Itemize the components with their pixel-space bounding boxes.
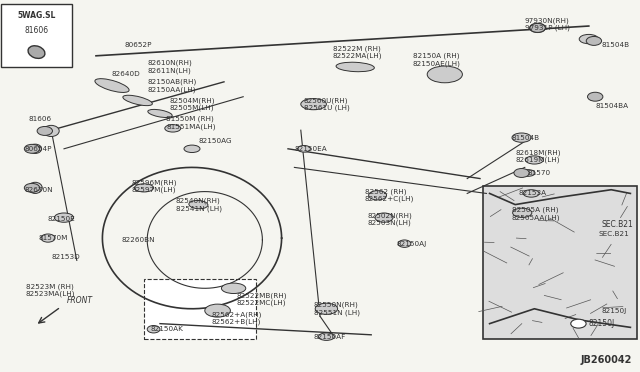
Bar bbox=[483, 186, 637, 339]
Ellipse shape bbox=[123, 95, 152, 106]
Text: JB260042: JB260042 bbox=[581, 355, 632, 365]
Text: 82150AJ: 82150AJ bbox=[397, 241, 427, 247]
Text: 81550M (RH)
81551MA(LH): 81550M (RH) 81551MA(LH) bbox=[166, 116, 216, 130]
Bar bbox=[1, 4, 72, 67]
Text: 82150AG: 82150AG bbox=[198, 138, 232, 144]
Text: 80654P: 80654P bbox=[24, 146, 52, 152]
Ellipse shape bbox=[301, 99, 326, 110]
Text: 82560U(RH)
82561U (LH): 82560U(RH) 82561U (LH) bbox=[304, 97, 349, 111]
Ellipse shape bbox=[589, 93, 601, 100]
Ellipse shape bbox=[398, 240, 411, 247]
Ellipse shape bbox=[54, 213, 74, 222]
Text: 82596M(RH)
82597M(LH): 82596M(RH) 82597M(LH) bbox=[131, 179, 177, 193]
Ellipse shape bbox=[579, 35, 598, 44]
Text: 82153D: 82153D bbox=[51, 254, 80, 260]
Ellipse shape bbox=[369, 191, 387, 200]
Text: 82150AF: 82150AF bbox=[314, 334, 346, 340]
Text: 5WAG.SL: 5WAG.SL bbox=[17, 11, 56, 20]
Text: 82150J: 82150J bbox=[588, 319, 614, 328]
Bar bbox=[144, 279, 256, 339]
Ellipse shape bbox=[428, 66, 462, 83]
Ellipse shape bbox=[521, 170, 535, 176]
Ellipse shape bbox=[525, 156, 543, 164]
Text: 82522M (RH)
82522MA(LH): 82522M (RH) 82522MA(LH) bbox=[333, 45, 382, 59]
Circle shape bbox=[37, 126, 52, 135]
Ellipse shape bbox=[336, 62, 374, 72]
Circle shape bbox=[571, 319, 586, 328]
Text: 82550N(RH)
82551N (LH): 82550N(RH) 82551N (LH) bbox=[314, 302, 360, 316]
Ellipse shape bbox=[184, 145, 200, 153]
Text: 82562 (RH)
82562+C(LH): 82562 (RH) 82562+C(LH) bbox=[365, 188, 414, 202]
Ellipse shape bbox=[189, 201, 208, 209]
Circle shape bbox=[530, 23, 545, 32]
Ellipse shape bbox=[530, 23, 545, 32]
Ellipse shape bbox=[147, 326, 160, 333]
Text: 82150E: 82150E bbox=[48, 217, 76, 222]
Text: 81606: 81606 bbox=[24, 26, 49, 35]
Text: 80652P: 80652P bbox=[125, 42, 152, 48]
Text: 82504M(RH)
82505M(LH): 82504M(RH) 82505M(LH) bbox=[170, 97, 215, 111]
Text: 82150AB(RH)
82150AA(LH): 82150AB(RH) 82150AA(LH) bbox=[147, 78, 196, 93]
Text: 82523M (RH)
82523MA(LH): 82523M (RH) 82523MA(LH) bbox=[26, 283, 75, 297]
Text: 82150A (RH)
82150AE(LH): 82150A (RH) 82150AE(LH) bbox=[413, 52, 461, 67]
Ellipse shape bbox=[298, 145, 310, 152]
Ellipse shape bbox=[375, 213, 393, 222]
Text: 81606: 81606 bbox=[29, 116, 52, 122]
Ellipse shape bbox=[28, 46, 45, 58]
Ellipse shape bbox=[315, 303, 338, 314]
Ellipse shape bbox=[319, 333, 334, 340]
Ellipse shape bbox=[134, 184, 154, 192]
Text: 82150J: 82150J bbox=[602, 308, 627, 314]
Text: 81504BA: 81504BA bbox=[595, 103, 628, 109]
Ellipse shape bbox=[523, 190, 539, 197]
Text: 81504B: 81504B bbox=[602, 42, 630, 48]
Text: SEC.B21: SEC.B21 bbox=[598, 231, 629, 237]
Ellipse shape bbox=[165, 125, 181, 132]
Text: 82153A: 82153A bbox=[518, 190, 547, 196]
Ellipse shape bbox=[41, 234, 55, 242]
Text: 82540N(RH)
82541N (LH): 82540N(RH) 82541N (LH) bbox=[176, 198, 222, 212]
Text: FRONT: FRONT bbox=[67, 296, 93, 305]
Text: 82522MB(RH)
82522MC(LH): 82522MB(RH) 82522MC(LH) bbox=[237, 292, 287, 307]
Circle shape bbox=[24, 144, 40, 153]
Text: 82562+A(RH)
82562+B(LH): 82562+A(RH) 82562+B(LH) bbox=[211, 311, 262, 325]
Text: 81504B: 81504B bbox=[512, 135, 540, 141]
Text: 82610N(RH)
82611N(LH): 82610N(RH) 82611N(LH) bbox=[147, 60, 192, 74]
Ellipse shape bbox=[221, 283, 246, 294]
Text: 82150EA: 82150EA bbox=[294, 146, 327, 152]
Text: 82150AK: 82150AK bbox=[150, 326, 183, 332]
Ellipse shape bbox=[205, 304, 230, 317]
Ellipse shape bbox=[95, 79, 129, 92]
Text: 81570: 81570 bbox=[528, 170, 551, 176]
Text: 82505A (RH)
82505AA(LH): 82505A (RH) 82505AA(LH) bbox=[512, 207, 561, 221]
Ellipse shape bbox=[29, 144, 42, 154]
Text: 82670N: 82670N bbox=[24, 187, 53, 193]
Ellipse shape bbox=[28, 182, 42, 193]
Ellipse shape bbox=[44, 125, 60, 137]
Text: 97930N(RH)
97931P (LH): 97930N(RH) 97931P (LH) bbox=[525, 17, 570, 31]
Text: 81570M: 81570M bbox=[38, 235, 68, 241]
Text: 82260BN: 82260BN bbox=[122, 237, 156, 243]
Ellipse shape bbox=[513, 208, 532, 217]
Ellipse shape bbox=[512, 133, 531, 142]
Ellipse shape bbox=[148, 109, 172, 118]
Text: 82640D: 82640D bbox=[112, 71, 141, 77]
Circle shape bbox=[24, 183, 40, 192]
Circle shape bbox=[586, 36, 602, 45]
Text: 82502N(RH)
82503N(LH): 82502N(RH) 82503N(LH) bbox=[368, 212, 413, 227]
Text: SEC.B21: SEC.B21 bbox=[602, 219, 634, 229]
Text: 82618M(RH)
82619M(LH): 82618M(RH) 82619M(LH) bbox=[515, 149, 561, 163]
Circle shape bbox=[588, 92, 603, 101]
Circle shape bbox=[514, 169, 529, 177]
